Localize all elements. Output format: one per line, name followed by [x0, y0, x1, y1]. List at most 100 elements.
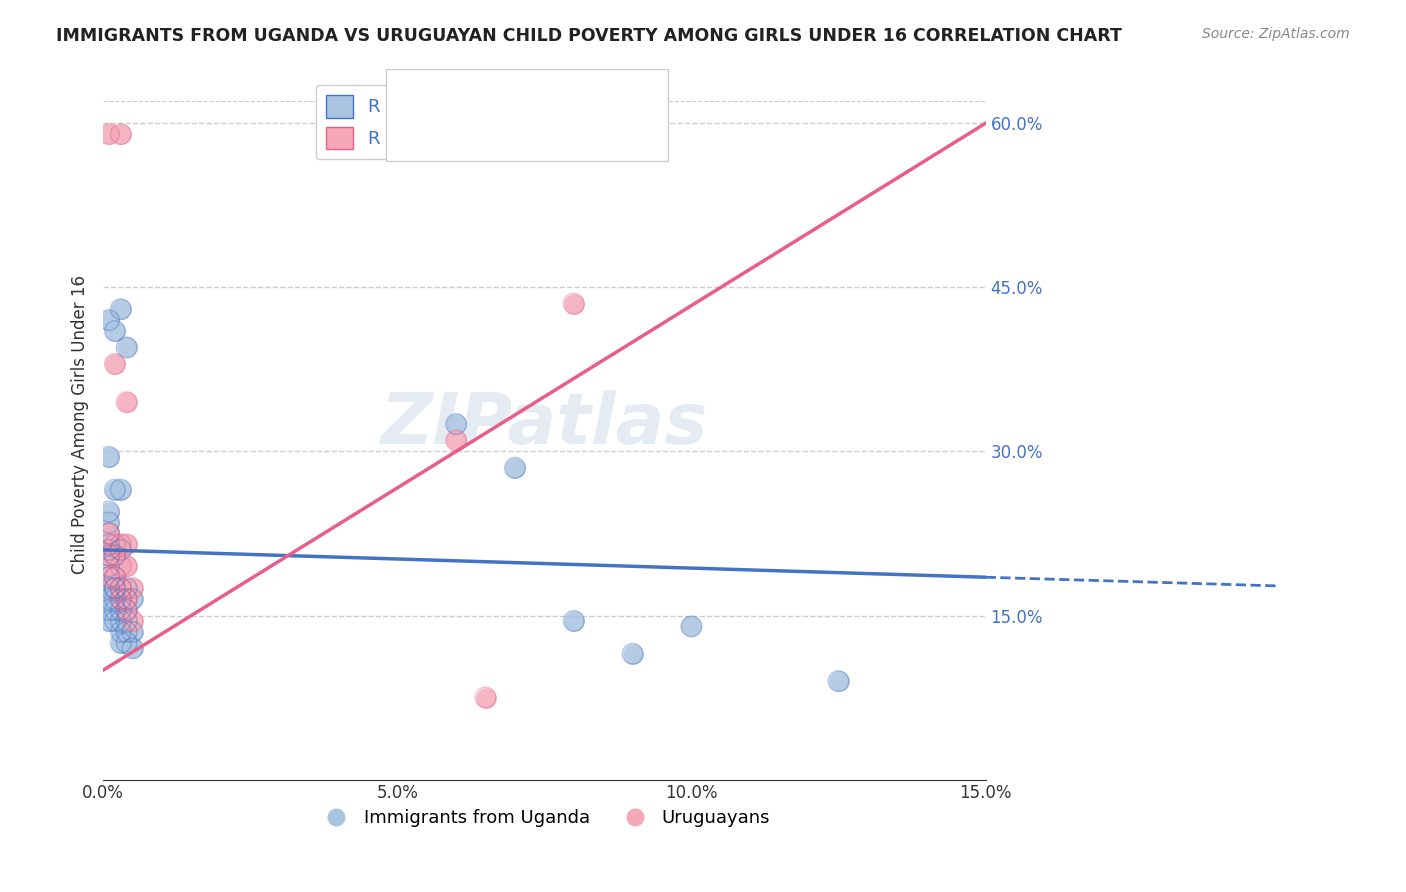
Point — [98, 549, 121, 563]
Point — [115, 603, 138, 617]
Point — [115, 624, 138, 639]
Point — [115, 592, 138, 607]
Point — [98, 313, 121, 327]
Point — [115, 603, 138, 617]
Point — [121, 581, 143, 595]
Point — [115, 341, 138, 355]
Point — [827, 674, 849, 689]
Point — [104, 592, 127, 607]
Point — [503, 460, 526, 475]
Point — [98, 559, 121, 574]
Point — [110, 592, 132, 607]
Point — [104, 324, 127, 338]
Point — [98, 570, 121, 584]
Point — [104, 581, 127, 595]
Point — [104, 537, 127, 551]
Point — [110, 127, 132, 141]
Point — [98, 549, 121, 563]
Point — [115, 395, 138, 409]
Point — [110, 302, 132, 317]
Point — [98, 505, 121, 519]
Point — [121, 641, 143, 656]
Point — [104, 357, 127, 371]
Point — [444, 434, 467, 448]
Point — [110, 624, 132, 639]
Point — [110, 127, 132, 141]
Point — [474, 690, 496, 705]
Point — [110, 581, 132, 595]
Point — [115, 341, 138, 355]
Point — [98, 537, 121, 551]
Point — [104, 483, 127, 497]
Text: IMMIGRANTS FROM UGANDA VS URUGUAYAN CHILD POVERTY AMONG GIRLS UNDER 16 CORRELATI: IMMIGRANTS FROM UGANDA VS URUGUAYAN CHIL… — [56, 27, 1122, 45]
Point — [98, 581, 121, 595]
Point — [115, 614, 138, 628]
Point — [104, 549, 127, 563]
Point — [115, 636, 138, 650]
Point — [444, 417, 467, 431]
Point — [110, 614, 132, 628]
Point — [98, 516, 121, 530]
Point — [104, 614, 127, 628]
Point — [98, 516, 121, 530]
Point — [98, 570, 121, 584]
Point — [110, 302, 132, 317]
Point — [562, 297, 585, 311]
Point — [98, 549, 121, 563]
Point — [98, 537, 121, 551]
Point — [827, 674, 849, 689]
Point — [110, 603, 132, 617]
Point — [110, 614, 132, 628]
Point — [115, 537, 138, 551]
Point — [98, 603, 121, 617]
Point — [98, 127, 121, 141]
Point — [110, 636, 132, 650]
Point — [681, 619, 703, 633]
Point — [104, 570, 127, 584]
Point — [98, 592, 121, 607]
Point — [104, 603, 127, 617]
Point — [110, 592, 132, 607]
Point — [110, 483, 132, 497]
Point — [621, 647, 644, 661]
Point — [110, 581, 132, 595]
Point — [121, 592, 143, 607]
Point — [562, 614, 585, 628]
Text: Source: ZipAtlas.com: Source: ZipAtlas.com — [1202, 27, 1350, 41]
Point — [104, 603, 127, 617]
Point — [115, 592, 138, 607]
Point — [98, 559, 121, 574]
Point — [115, 603, 138, 617]
Point — [115, 592, 138, 607]
Point — [98, 127, 121, 141]
Point — [98, 549, 121, 563]
Point — [110, 483, 132, 497]
Point — [104, 592, 127, 607]
Legend: Immigrants from Uganda, Uruguayans: Immigrants from Uganda, Uruguayans — [311, 802, 778, 835]
Point — [110, 537, 132, 551]
Point — [115, 581, 138, 595]
Point — [110, 542, 132, 557]
Point — [110, 559, 132, 574]
Point — [98, 526, 121, 541]
Point — [110, 581, 132, 595]
Point — [98, 542, 121, 557]
Point — [98, 450, 121, 464]
Point — [104, 581, 127, 595]
Point — [121, 581, 143, 595]
Point — [98, 505, 121, 519]
Point — [115, 636, 138, 650]
Point — [104, 549, 127, 563]
Point — [98, 581, 121, 595]
Point — [121, 614, 143, 628]
Point — [110, 537, 132, 551]
FancyBboxPatch shape — [385, 69, 668, 161]
Point — [98, 614, 121, 628]
Point — [98, 614, 121, 628]
Point — [444, 417, 467, 431]
Point — [115, 537, 138, 551]
Point — [98, 592, 121, 607]
Point — [562, 614, 585, 628]
Point — [110, 592, 132, 607]
Point — [110, 559, 132, 574]
